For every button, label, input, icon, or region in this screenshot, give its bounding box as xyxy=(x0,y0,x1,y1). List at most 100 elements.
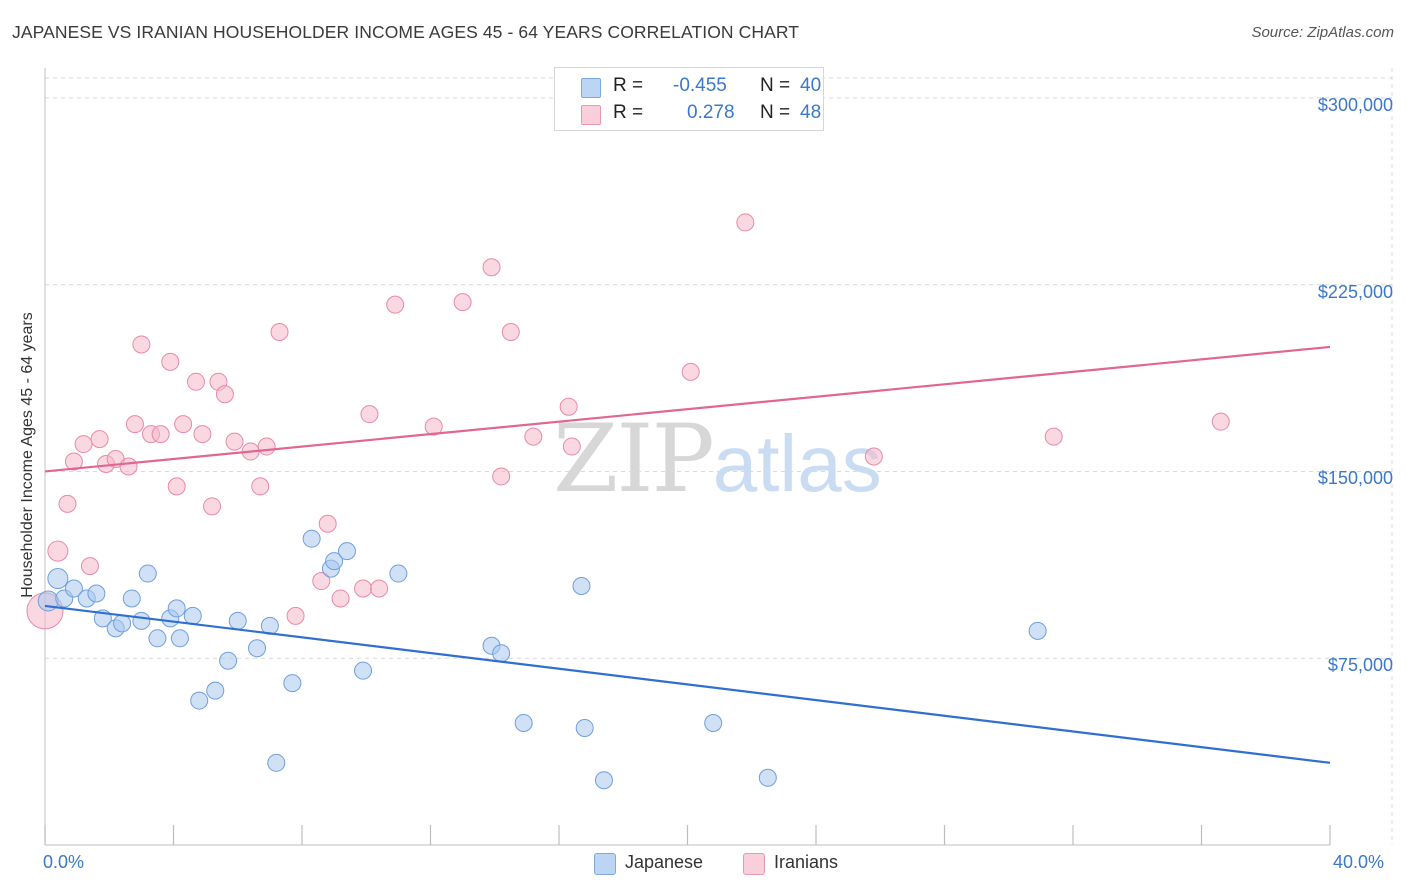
iranians-point xyxy=(225,432,244,451)
iranians-point xyxy=(492,467,511,486)
legend-n-label: N = xyxy=(760,102,791,123)
japanese-point xyxy=(572,577,591,596)
legend-n-value: 48 xyxy=(800,102,822,123)
iranians-point xyxy=(524,427,543,446)
japanese-point xyxy=(132,611,151,630)
iranians-point xyxy=(1211,412,1230,431)
japanese-point xyxy=(594,771,613,790)
trend-layer xyxy=(44,345,1331,764)
iranians-point xyxy=(203,497,222,516)
iranians-point xyxy=(386,295,405,314)
iranians-point xyxy=(559,397,578,416)
y-axis-label: Householder Income Ages 45 - 64 years xyxy=(19,312,36,598)
japanese-point xyxy=(325,552,344,571)
legend-r-label: R = xyxy=(613,75,644,96)
iranians-swatch xyxy=(743,853,765,875)
legend-r-label: R = xyxy=(613,102,644,123)
japanese-point xyxy=(704,713,723,732)
iranians-point xyxy=(424,417,443,436)
iranians-points xyxy=(26,213,1230,630)
iranians-point xyxy=(360,405,379,424)
legend-r-value: 0.278 xyxy=(687,102,735,123)
iranians-point xyxy=(64,452,83,471)
japanese-point xyxy=(267,753,286,772)
iranians-point xyxy=(215,385,234,404)
iranians-point xyxy=(119,457,138,476)
iranians-point xyxy=(132,335,151,354)
iranians-swatch xyxy=(581,105,601,125)
japanese-point xyxy=(219,651,238,670)
japanese-point xyxy=(47,568,69,590)
iranians-point xyxy=(167,477,186,496)
japanese-point xyxy=(122,589,141,608)
iranians-point xyxy=(501,323,520,342)
correlation-legend: R = -0.455 N = 40 R = 0.278 N = 48 xyxy=(554,67,824,131)
iranians-point xyxy=(331,589,350,608)
watermark-zip: ZIP xyxy=(553,405,715,514)
legend-n-label: N = xyxy=(760,75,791,96)
japanese-point xyxy=(138,564,157,583)
legend-n-value: 40 xyxy=(800,75,822,96)
japanese-point xyxy=(113,614,132,633)
y-tick-label: $225,000 xyxy=(1317,281,1393,302)
watermark-atlas: atlas xyxy=(712,419,882,508)
iranians-point xyxy=(257,437,276,456)
x-tick-label-min: 0.0% xyxy=(43,852,85,872)
japanese-point xyxy=(354,661,373,680)
japanese-point xyxy=(514,713,533,732)
iranians-point xyxy=(482,258,501,277)
iranians-point xyxy=(312,572,331,591)
iranians-point xyxy=(562,437,581,456)
iranians-point xyxy=(681,362,700,381)
watermark: ZIPatlas xyxy=(553,405,882,514)
y-tick-label: $75,000 xyxy=(1327,655,1393,676)
bottom-legend-label: Japanese xyxy=(625,852,704,872)
y-tick-label: $150,000 xyxy=(1317,468,1393,489)
iranians-point xyxy=(151,425,170,444)
iranians-point xyxy=(74,435,93,454)
x-tick-label-max: 40.0% xyxy=(1333,852,1385,872)
japanese-swatch xyxy=(594,853,616,875)
japanese-point xyxy=(575,718,594,737)
japanese-point xyxy=(248,639,267,658)
japanese-point xyxy=(283,674,302,693)
iranians-point xyxy=(864,447,883,466)
iranians-point xyxy=(58,494,77,513)
iranians-point xyxy=(736,213,755,232)
iranians-point xyxy=(1044,427,1063,446)
chart-title: JAPANESE VS IRANIAN HOUSEHOLDER INCOME A… xyxy=(12,22,800,42)
iranians-point xyxy=(174,415,193,434)
iranians-point xyxy=(270,323,289,342)
japanese-point xyxy=(389,564,408,583)
iranians-point xyxy=(354,579,373,598)
bottom-legend-label: Iranians xyxy=(774,852,839,872)
iranians-point xyxy=(251,477,270,496)
y-tick-label: $300,000 xyxy=(1317,94,1393,115)
iranians-point xyxy=(370,579,389,598)
iranians-point xyxy=(186,372,205,391)
japanese-point xyxy=(167,599,186,618)
japanese-points xyxy=(37,529,1047,790)
japanese-point xyxy=(64,579,83,598)
japanese-point xyxy=(337,542,356,561)
iranians-point xyxy=(318,514,337,533)
source-label: Source: ZipAtlas.com xyxy=(1251,24,1394,41)
japanese-trend-line xyxy=(44,604,1331,764)
japanese-point xyxy=(492,644,511,663)
japanese-swatch xyxy=(581,78,601,98)
japanese-point xyxy=(302,529,321,548)
japanese-point xyxy=(170,629,189,648)
iranians-point xyxy=(47,540,69,562)
japanese-point xyxy=(758,768,777,787)
japanese-point xyxy=(206,681,225,700)
iranians-point xyxy=(453,293,472,312)
legend-r-value: -0.455 xyxy=(673,75,727,96)
japanese-point xyxy=(148,629,167,648)
iranians-point xyxy=(90,430,109,449)
iranians-point xyxy=(286,606,305,625)
japanese-point xyxy=(183,606,202,625)
iranians-point xyxy=(161,352,180,371)
japanese-point xyxy=(87,584,106,603)
iranians-trend-line xyxy=(44,345,1331,473)
